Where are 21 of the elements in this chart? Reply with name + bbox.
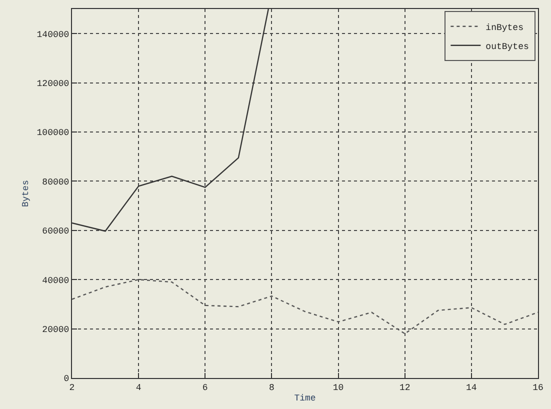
y-tick-label: 100000 (36, 128, 70, 138)
y-tick-label: 60000 (42, 226, 70, 237)
y-tick-label: 120000 (36, 78, 70, 89)
x-tick-label: 12 (399, 382, 410, 393)
line-series (72, 279, 538, 334)
x-tick-label: 8 (269, 382, 274, 393)
y-tick-label: 140000 (36, 30, 70, 40)
y-tick-label: 40000 (42, 276, 70, 286)
x-tick-label: 2 (69, 382, 75, 393)
x-tick-label: 16 (532, 382, 544, 393)
y-axis-title: Bytes (21, 180, 32, 208)
x-tick-label: 10 (332, 382, 344, 393)
legend-label: inBytes (486, 22, 524, 33)
x-tick-label: 4 (136, 382, 142, 393)
y-tick-label: 20000 (42, 324, 70, 335)
legend-label: outBytes (486, 42, 529, 52)
y-tick-label: 80000 (42, 177, 70, 188)
x-tick-label: 14 (466, 382, 477, 393)
y-tick-label: 0 (64, 374, 70, 384)
x-axis-title: Time (294, 394, 316, 404)
x-tick-label: 6 (202, 382, 208, 393)
